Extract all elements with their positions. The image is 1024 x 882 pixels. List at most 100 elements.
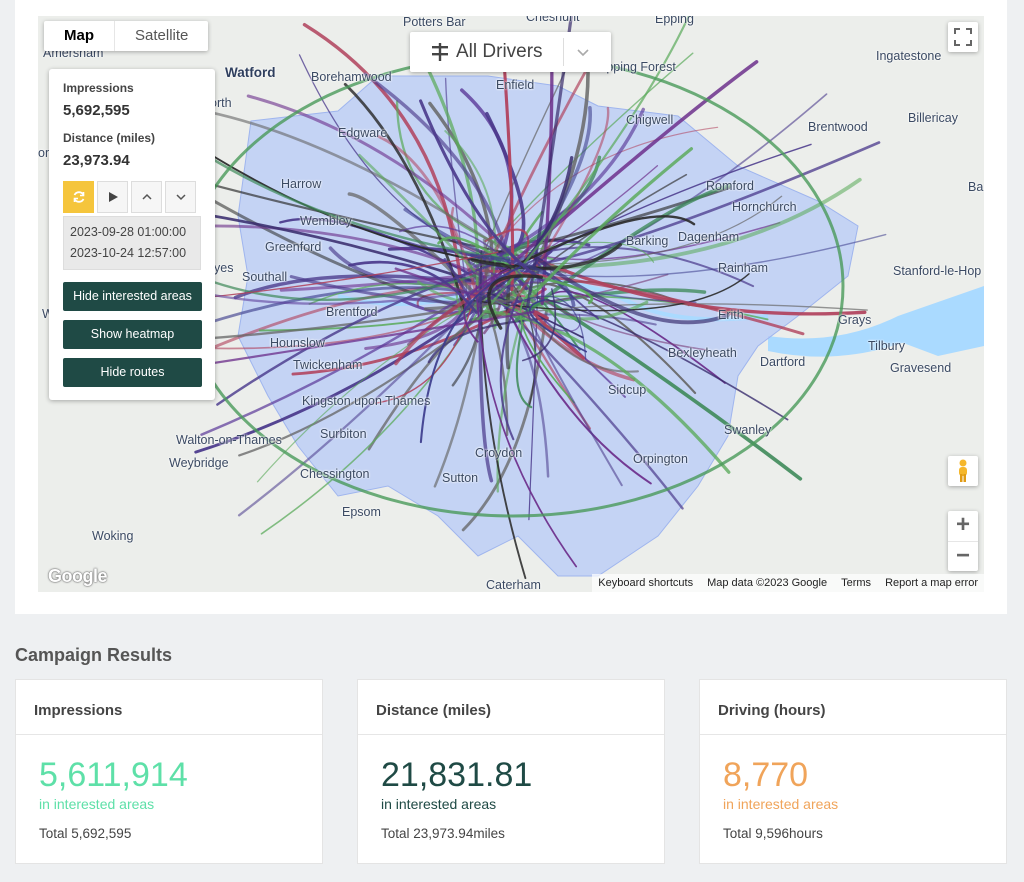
place-label: Sutton bbox=[442, 471, 479, 485]
terms-link[interactable]: Terms bbox=[841, 577, 872, 589]
hide-routes-button[interactable]: Hide routes bbox=[63, 358, 202, 387]
chevron-down-icon[interactable] bbox=[576, 45, 590, 59]
route-line bbox=[487, 273, 669, 304]
map-type-map-button[interactable]: Map bbox=[64, 27, 94, 44]
route-line bbox=[499, 215, 696, 275]
place-label: Swanley bbox=[724, 423, 772, 437]
route-line bbox=[535, 296, 789, 421]
route-line bbox=[503, 295, 587, 360]
place-label: Weybridge bbox=[169, 456, 229, 470]
zoom-control: + − bbox=[948, 511, 978, 571]
card-total: Total 23,973.94miles bbox=[381, 826, 505, 841]
route-line bbox=[475, 284, 578, 568]
refresh-button[interactable] bbox=[63, 181, 94, 213]
place-label: Kingston upon Thames bbox=[302, 394, 431, 408]
place-label: Orpington bbox=[633, 452, 688, 466]
route-line bbox=[550, 290, 726, 384]
route-line bbox=[530, 281, 697, 395]
street-view-button[interactable] bbox=[948, 456, 978, 486]
route-line bbox=[358, 153, 476, 272]
pegman-icon bbox=[959, 459, 967, 482]
place-label: orth bbox=[210, 96, 232, 110]
google-logo[interactable]: Google bbox=[48, 566, 108, 586]
place-label: Bexleyheath bbox=[668, 346, 737, 360]
refresh-icon bbox=[73, 191, 84, 203]
chevron-up-icon bbox=[141, 193, 152, 200]
hide-interested-areas-button[interactable]: Hide interested areas bbox=[63, 282, 202, 311]
route-line bbox=[200, 280, 488, 436]
place-label: Tilbury bbox=[868, 339, 906, 353]
impressions-label: Impressions bbox=[63, 81, 134, 95]
zoom-out-icon[interactable]: − bbox=[948, 541, 978, 571]
card-header: Driving (hours) bbox=[700, 680, 1006, 735]
map-canvas[interactable] bbox=[38, 16, 984, 592]
route-line bbox=[525, 221, 781, 261]
place-label: Surbiton bbox=[320, 427, 367, 441]
route-line bbox=[427, 317, 546, 364]
show-heatmap-button[interactable]: Show heatmap bbox=[63, 320, 202, 349]
place-label: Brentford bbox=[326, 305, 378, 319]
route-line bbox=[478, 268, 494, 483]
place-label: Croydon bbox=[475, 446, 523, 460]
zoom-in-icon[interactable]: + bbox=[955, 511, 970, 538]
place-label: Dartford bbox=[760, 355, 806, 369]
card-total: Total 9,596hours bbox=[723, 826, 823, 841]
place-label: Twickenham bbox=[293, 358, 363, 372]
card-value: 21,831.81 bbox=[381, 756, 533, 794]
place-label: Epping Forest bbox=[598, 60, 676, 74]
divider bbox=[562, 38, 564, 66]
fullscreen-button[interactable] bbox=[948, 22, 978, 52]
keyboard-shortcuts-link[interactable]: Keyboard shortcuts bbox=[598, 577, 694, 589]
report-error-link[interactable]: Report a map error bbox=[885, 577, 978, 589]
place-label: Dagenham bbox=[678, 230, 740, 244]
route-line bbox=[444, 77, 471, 314]
card-value: 5,611,914 bbox=[39, 756, 188, 794]
route-line bbox=[204, 194, 492, 315]
place-label: Barking bbox=[626, 234, 669, 248]
playback-controls bbox=[63, 181, 201, 213]
card-value: 8,770 bbox=[723, 756, 809, 794]
place-label: Walton-on-Thames bbox=[176, 433, 282, 447]
route-line bbox=[484, 309, 731, 474]
route-line bbox=[483, 60, 759, 289]
route-line bbox=[467, 107, 645, 272]
place-label: Wembley bbox=[300, 214, 352, 228]
place-label: Southall bbox=[242, 270, 288, 284]
step-down-button[interactable] bbox=[165, 181, 196, 213]
route-line bbox=[419, 99, 544, 282]
date-range: 2023-09-28 01:00:00 2023-10-24 12:57:00 bbox=[63, 216, 201, 270]
place-label: Sidcup bbox=[608, 383, 647, 397]
place-label: Harrow bbox=[281, 177, 322, 191]
distance-card: Distance (miles) 21,831.81 in interested… bbox=[357, 679, 665, 864]
place-label: Grays bbox=[838, 313, 872, 327]
route-line bbox=[201, 224, 487, 279]
card-header: Distance (miles) bbox=[358, 680, 664, 735]
route-line bbox=[477, 260, 626, 398]
place-label: Hounslow bbox=[270, 336, 325, 350]
route-line bbox=[347, 192, 499, 318]
drivers-selector-label: All Drivers bbox=[456, 41, 543, 62]
step-up-button[interactable] bbox=[131, 181, 162, 213]
map-type-satellite-button[interactable]: Satellite bbox=[114, 21, 208, 51]
route-line bbox=[415, 45, 480, 313]
map[interactable]: Potters Bar Cheshunt Epping Watford Borehamw… bbox=[38, 16, 984, 592]
place-label: yes bbox=[214, 261, 234, 275]
place-label: Gravesend bbox=[890, 361, 952, 375]
campaign-results-title: Campaign Results bbox=[15, 645, 173, 665]
card-header: Impressions bbox=[16, 680, 322, 735]
drivers-selector[interactable]: All Drivers bbox=[410, 32, 611, 72]
route-line bbox=[487, 274, 543, 330]
play-button[interactable] bbox=[97, 181, 128, 213]
route-line bbox=[533, 255, 730, 325]
place-label: Chessington bbox=[300, 467, 370, 481]
place-label: Woking bbox=[92, 529, 134, 543]
place-label: Edgware bbox=[338, 126, 388, 140]
route-line bbox=[348, 260, 478, 314]
place-label: Ba bbox=[968, 180, 984, 194]
route-line bbox=[478, 233, 887, 278]
impressions-card: Impressions 5,611,914 in interested area… bbox=[15, 679, 323, 864]
chevron-down-icon bbox=[175, 194, 186, 201]
route-line bbox=[522, 288, 557, 362]
card-subtitle: in interested areas bbox=[381, 796, 497, 812]
place-label: Caterham bbox=[486, 578, 541, 592]
